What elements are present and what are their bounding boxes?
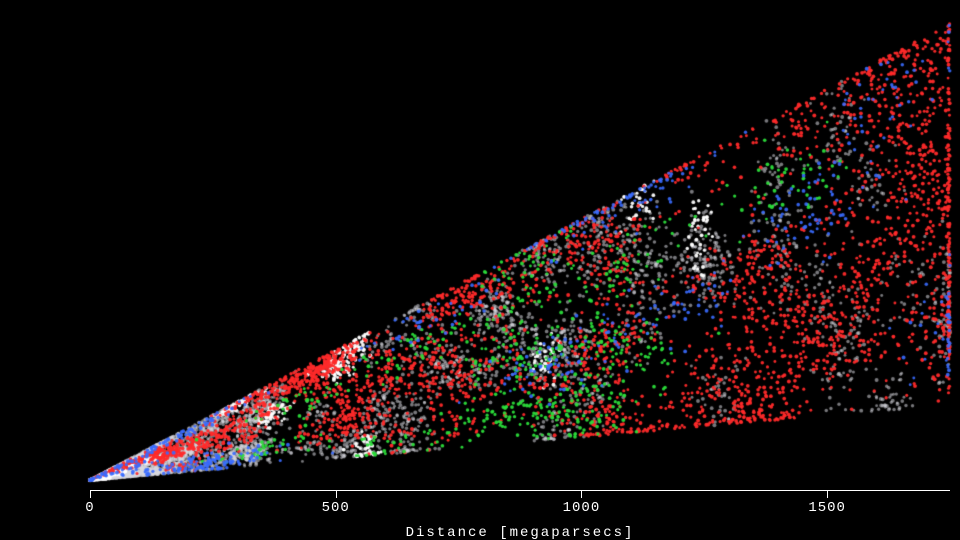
x-axis-tick-label: 1000 [563, 500, 601, 516]
x-axis-tick [90, 490, 91, 498]
x-axis-tick [827, 490, 828, 498]
scatter-canvas [0, 0, 960, 540]
x-axis-title: Distance [megaparsecs] [406, 525, 635, 540]
x-axis-tick-label: 0 [85, 500, 94, 516]
plot-stage: 0 500 1000 1500 Distance [megaparsecs] [0, 0, 960, 540]
x-axis-line [90, 490, 950, 491]
x-axis-tick-label: 500 [322, 500, 350, 516]
x-axis-tick [336, 490, 337, 498]
x-axis-tick [581, 490, 582, 498]
x-axis-tick-label: 1500 [808, 500, 846, 516]
